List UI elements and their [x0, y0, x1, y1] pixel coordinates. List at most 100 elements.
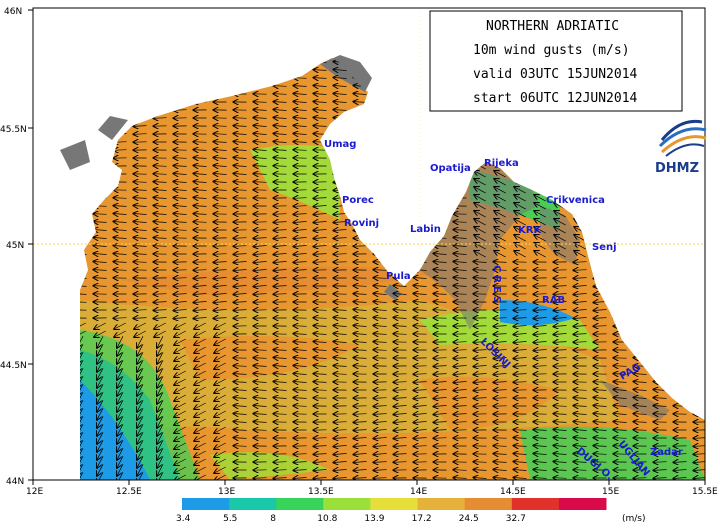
wind-arrow: [354, 94, 367, 95]
wind-arrow: [94, 246, 107, 247]
wind-arrow: [374, 270, 387, 271]
wind-arrow: [194, 362, 206, 369]
wind-arrow: [80, 440, 84, 452]
wind-arrow: [594, 438, 607, 439]
wind-arrow: [157, 336, 164, 348]
wind-arrow: [214, 198, 227, 199]
wind-arrow: [194, 150, 207, 151]
wind-arrow: [614, 366, 627, 367]
wind-arrow: [157, 392, 164, 404]
wind-arrow: [654, 414, 667, 415]
wind-arrow: [314, 446, 327, 447]
wind-arrow: [654, 462, 667, 463]
info-start-time: start 06UTC 12JUN2014: [473, 91, 638, 106]
wind-arrow: [334, 374, 347, 375]
lon-label-14e: 14E: [410, 487, 427, 497]
wind-arrow: [594, 422, 607, 423]
wind-arrow: [134, 206, 147, 207]
wind-arrow: [634, 422, 647, 423]
wind-arrow: [414, 286, 427, 287]
wind-arrow: [514, 454, 527, 455]
wind-arrow: [334, 462, 347, 463]
wind-arrow: [194, 322, 206, 329]
wind-arrow: [334, 102, 347, 103]
wind-arrow: [374, 302, 387, 303]
wind-arrow: [274, 382, 287, 383]
wind-arrow: [117, 448, 124, 460]
wind-arrow: [314, 366, 327, 367]
wind-arrow: [174, 378, 186, 385]
wind-arrow: [534, 243, 546, 250]
wind-arrow: [374, 294, 387, 295]
wind-arrow: [454, 222, 467, 223]
wind-arrow: [117, 392, 124, 404]
wind-arrow: [354, 462, 367, 463]
wind-arrow: [414, 446, 427, 447]
wind-arrow: [294, 206, 307, 207]
wind-arrow: [434, 438, 447, 439]
wind-arrow: [154, 214, 167, 215]
wind-arrow: [434, 294, 447, 295]
wind-arrow: [554, 294, 567, 295]
lon-label-12-5e: 12.5E: [116, 487, 142, 497]
wind-arrow: [174, 450, 186, 457]
wind-arrow: [137, 352, 144, 364]
colorbar-label: 17.2: [412, 514, 432, 524]
wind-arrow: [394, 294, 407, 295]
colorbar-label: 3.4: [176, 514, 191, 524]
wind-arrow: [214, 450, 226, 457]
wind-arrow: [117, 408, 124, 420]
wind-arrow: [394, 406, 407, 407]
wind-arrow: [137, 432, 144, 444]
wind-arrow: [194, 450, 206, 457]
wind-arrow: [574, 398, 587, 399]
wind-arrow: [434, 270, 447, 271]
wind-arrow: [574, 446, 587, 447]
wind-arrow: [194, 370, 206, 377]
wind-arrow: [494, 227, 506, 234]
wind-arrow: [254, 238, 267, 239]
wind-arrow: [234, 398, 247, 399]
wind-arrow: [654, 398, 667, 399]
wind-arrow: [174, 370, 186, 377]
wind-arrow: [274, 86, 287, 87]
wind-arrow: [634, 430, 647, 431]
place-cres: CRES: [491, 265, 502, 306]
wind-arrow: [434, 302, 447, 303]
wind-arrow: [574, 430, 587, 431]
wind-arrow: [354, 294, 367, 295]
wind-arrow: [514, 430, 527, 431]
wind-arrow: [494, 382, 507, 383]
wind-arrow: [97, 384, 104, 396]
wind-arrow: [94, 330, 106, 337]
wind-arrow: [374, 286, 387, 287]
wind-arrow: [414, 294, 427, 295]
wind-arrow: [154, 302, 167, 303]
wind-arrow: [214, 322, 226, 329]
wind-arrow: [117, 352, 124, 364]
wind-arrow: [254, 278, 267, 279]
wind-arrow: [494, 446, 507, 447]
wind-arrow: [554, 462, 567, 463]
wind-arrow: [534, 446, 547, 447]
wind-arrow: [334, 342, 347, 343]
wind-arrow: [80, 408, 84, 420]
wind-arrow: [494, 358, 507, 359]
wind-arrow: [354, 334, 367, 335]
place-pula: Pula: [386, 271, 411, 282]
wind-arrow: [454, 422, 467, 423]
wind-arrow: [274, 390, 287, 391]
wind-arrow: [117, 464, 124, 476]
wind-arrow: [374, 278, 387, 279]
wind-arrow: [394, 422, 407, 423]
wind-arrow: [394, 390, 407, 391]
wind-arrow: [534, 430, 547, 431]
wind-arrow: [514, 302, 527, 303]
wind-arrow: [214, 378, 226, 385]
wind-arrow: [80, 352, 84, 364]
wind-arrow: [114, 330, 126, 337]
wind-arrow: [137, 440, 144, 452]
wind-arrow: [294, 118, 307, 119]
wind-arrow: [634, 382, 647, 383]
wind-arrow: [154, 222, 167, 223]
